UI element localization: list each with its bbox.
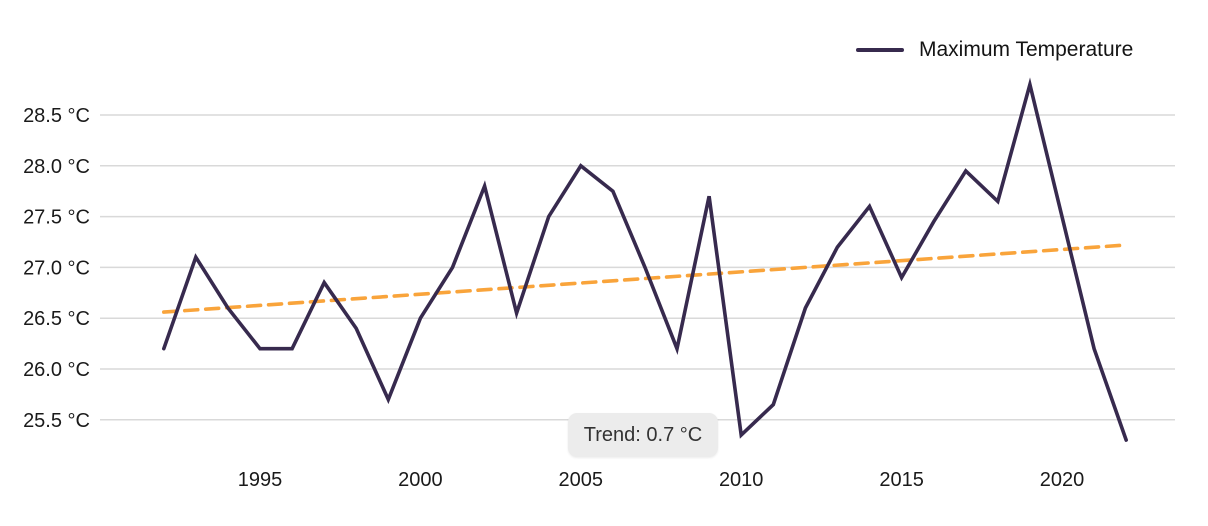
y-axis-tick-label: 27.0 °C (23, 257, 90, 279)
y-axis-tick-label: 28.0 °C (23, 156, 90, 178)
trend-annotation-label: Trend: 0.7 °C (583, 423, 703, 446)
y-axis-tick-label: 27.5 °C (23, 207, 90, 229)
y-axis-tick-label: 25.5 °C (23, 410, 90, 432)
trend-line (162, 243, 1128, 314)
x-axis-tick-label: 2000 (398, 469, 443, 491)
x-axis-tick-label: 2020 (1040, 469, 1085, 491)
y-axis-tick-label: 28.5 °C (23, 105, 90, 127)
legend-label: Maximum Temperature (919, 38, 1134, 61)
y-axis-tick-label: 26.0 °C (23, 359, 90, 381)
trend-annotation: Trend: 0.7 °C (568, 413, 718, 457)
x-axis-tick-label: 2010 (719, 469, 764, 491)
y-axis-tick-label: 26.5 °C (23, 308, 90, 330)
x-axis-tick-label: 1995 (238, 469, 283, 491)
x-axis-tick-label: 2015 (879, 469, 924, 491)
legend[interactable]: Maximum Temperature (856, 38, 1133, 62)
max-temperature-line (162, 77, 1128, 442)
x-axis-tick-label: 2005 (559, 469, 604, 491)
legend-line-swatch (856, 48, 904, 52)
